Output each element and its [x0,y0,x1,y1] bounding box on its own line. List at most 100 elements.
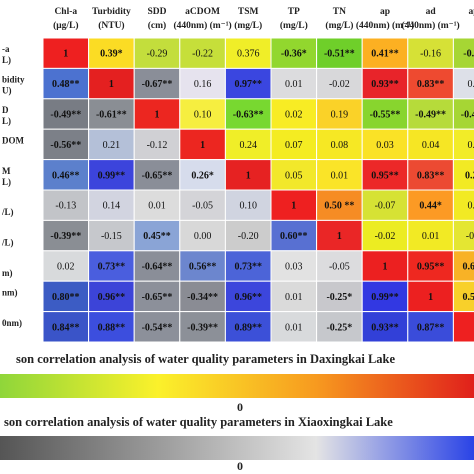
heatmap-cell [42,189,90,221]
row-unit: /L) [1,238,14,248]
heatmap-cell [270,67,318,100]
cell-value: 0.07 [285,140,303,151]
column-header: aCDOM [185,7,220,17]
cell-value: -0.22 [192,49,213,60]
heatmap-cell [88,219,135,252]
row-label: D [2,105,9,115]
cell-value: 0.02 [285,110,303,121]
cell-value: 0.80** [52,292,80,303]
cell-value: 0.27* [465,170,474,181]
cell-value: 0.41** [371,49,399,60]
heatmap-cell [407,37,454,69]
cell-value: -0.39** [187,322,218,333]
cell-value: -0.05 [192,201,213,212]
cell-value: -0.13 [55,201,76,212]
cell-value: 0.05 [285,170,303,181]
row-unit: m) [2,268,13,278]
colorbar-zero-label-daxingkai: 0 [237,400,243,414]
heatmap-cell [452,189,474,221]
row-unit: /L) [1,207,14,217]
cell-value: -0.65** [142,170,173,181]
cell-value: 1 [428,292,433,303]
cell-value: 0.93** [371,79,399,90]
row-unit: L) [2,55,11,65]
heatmap-cell [316,159,363,191]
heatmap-cell [88,311,135,343]
row-unit: L) [2,116,11,126]
cell-value: 0.19 [331,110,349,121]
cell-value: 0.376 [237,49,260,60]
heatmap-cell [42,311,90,343]
cell-value: 0.01 [331,170,349,181]
column-unit: (mg/L) [280,20,308,31]
cell-value: -0.05 [329,262,350,273]
heatmap-cell [179,67,226,100]
row-label: nm) [2,287,18,297]
cell-value: 0.97** [234,79,262,90]
cell-value: 1 [200,140,205,151]
heatmap-cell [133,98,181,130]
row-unit: L) [2,177,11,187]
heatmap-cell [88,37,135,69]
column-unit: (mg/L) [234,20,262,31]
heatmap-cell [270,189,318,221]
cell-value: 0.10 [239,201,257,212]
cell-value: 0.45** [143,231,171,242]
cell-value: 0.60** [280,231,308,242]
column-unit: (440nm) (m⁻¹) [173,20,231,31]
heatmap-cell [452,250,474,282]
heatmap-cell [452,67,474,100]
heatmap-cell [179,189,226,221]
cell-value: -0.16 [420,49,441,60]
correlation-heatmap: Chl-a (μg/L) Turbidity (NTU) SDD (cm) aCDOM (44… [1,7,474,343]
cell-value: -0.36* [281,49,307,60]
cell-value: -0.31* [463,49,474,60]
row-label: -a [2,44,10,54]
heatmap-cell [452,219,474,252]
heatmap-cell [88,98,135,130]
colorbar-daxingkai [0,374,474,398]
cell-value: -0.65** [142,292,173,303]
cell-value: -0.67** [142,79,173,90]
colorbar-xiaoxingkai [0,436,474,460]
heatmap-cell [133,311,181,343]
heatmap-cell [88,128,135,161]
column-header: TN [333,7,346,17]
cell-value: 0.73** [98,262,126,273]
heatmap-cell [361,128,409,161]
cell-value: -0.56** [50,140,81,151]
cell-value: -0.49** [415,110,446,121]
cell-value: 0.26* [191,170,214,181]
cell-value: 1 [63,49,68,60]
cell-value: -0.39** [50,231,81,242]
heatmap-cell [179,219,226,252]
heatmap-cell [179,311,226,343]
column-header: ad [426,7,437,17]
heatmap-cell [316,67,363,100]
column-header: Turbidity [92,7,131,17]
cell-value: 0.99** [371,292,399,303]
column-header: TSM [238,7,259,17]
cell-value: 1 [109,79,114,90]
heatmap-cell [361,189,409,221]
cell-value: -0.45** [461,110,474,121]
heatmap-cell [179,159,226,191]
column-unit: (440nm) (m⁻¹) [401,20,459,31]
cell-value: 0.01 [285,79,303,90]
cell-value: -0.49** [50,110,81,121]
heatmap-cell [316,128,363,161]
row-unit: U) [2,86,12,96]
heatmap-cell [179,280,226,313]
cell-value: 0.99** [98,170,126,181]
cell-value: 1 [337,231,342,242]
heatmap-cell [361,67,409,100]
heatmap-cell [88,67,135,100]
cell-value: -0.34** [187,292,218,303]
cell-value: 1 [383,262,388,273]
cell-value: 0.08 [331,140,349,151]
heatmap-cell [42,98,90,130]
heatmap-cell [224,67,272,100]
heatmap-cell [407,311,454,343]
cell-value: 0.95** [417,262,445,273]
row-label: 0nm) [2,318,22,328]
